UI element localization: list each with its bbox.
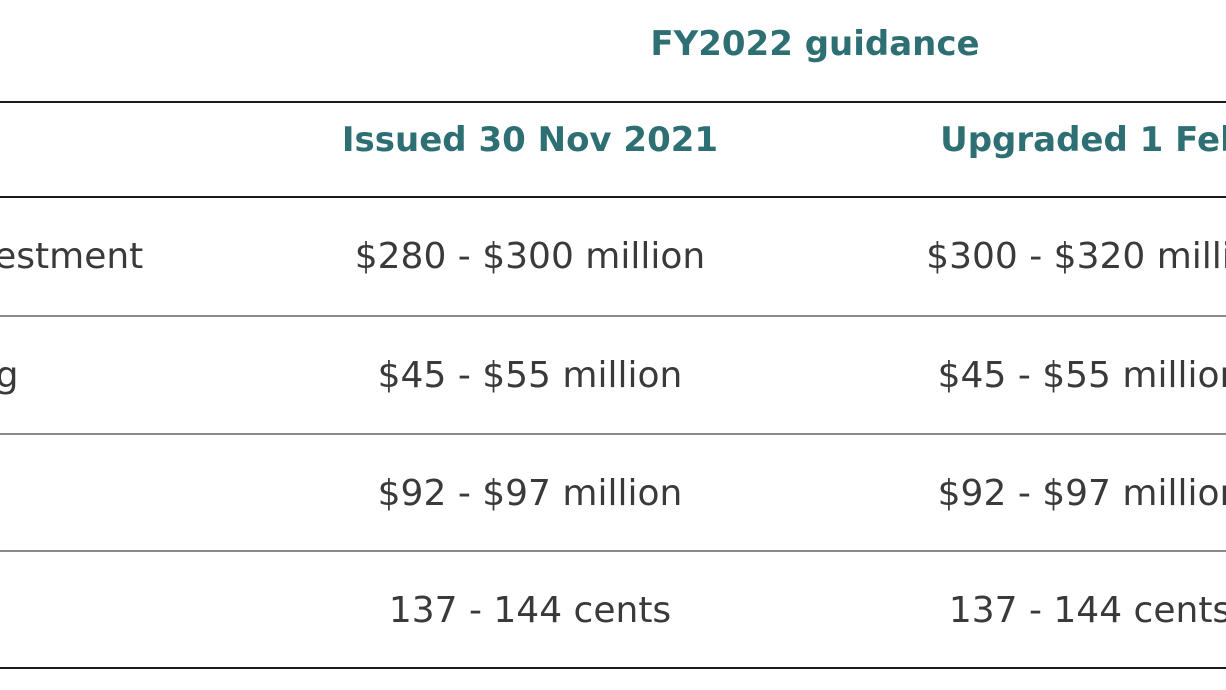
row-divider (0, 433, 1226, 435)
table-row: investment $280 - $300 million $300 - $3… (0, 198, 1226, 315)
issued-value: $45 - $55 million (377, 355, 683, 396)
row-label: investment (0, 236, 144, 277)
row-label (0, 435, 240, 552)
row-divider (0, 315, 1226, 317)
upgraded-value: 137 - 144 cents (948, 590, 1226, 631)
table-row: sic) 137 - 144 cents 137 - 144 cents (0, 552, 1226, 669)
issued-value: 137 - 144 cents (388, 590, 672, 631)
table-top-rule (0, 101, 1226, 103)
column-header-upgraded: Upgraded 1 Feb 2 (940, 120, 1226, 160)
table-row: ding $45 - $55 million $45 - $55 million (0, 317, 1226, 434)
upgraded-value: $45 - $55 million (937, 355, 1226, 396)
table-row: $92 - $97 million $92 - $97 million (0, 435, 1226, 552)
header-bottom-rule (0, 196, 1226, 198)
issued-value: $92 - $97 million (377, 473, 683, 514)
row-label: ding (0, 355, 19, 396)
issued-value: $280 - $300 million (354, 236, 706, 277)
column-header-issued: Issued 30 Nov 2021 (341, 120, 719, 160)
row-divider (0, 550, 1226, 552)
group-header-fy2022-guidance: FY2022 guidance (650, 24, 980, 64)
table-bottom-rule (0, 667, 1226, 669)
row-label: sic) (0, 552, 240, 669)
upgraded-value: $92 - $97 million (937, 473, 1226, 514)
upgraded-value: $300 - $320 millio (926, 236, 1226, 277)
